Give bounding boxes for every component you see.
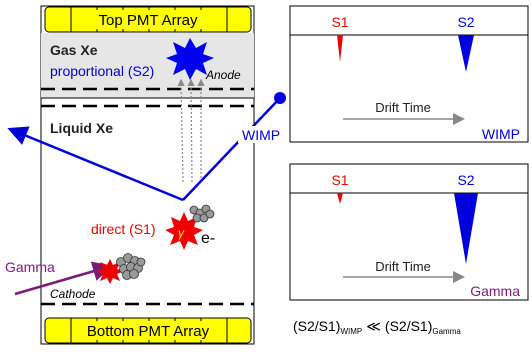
cathode-label: Cathode — [50, 287, 96, 301]
electron-cluster — [189, 204, 215, 223]
wimp-label-bg — [238, 126, 284, 143]
wimp-s1-pulse — [337, 35, 343, 62]
s1-scintillation-burst — [165, 212, 203, 250]
electron-label: e- — [201, 230, 215, 247]
gamma-incoming-label: Gamma — [5, 259, 55, 275]
wimp-incoming-track — [182, 97, 281, 201]
wimp-s2-label: S2 — [457, 14, 474, 30]
electron-drift-arrows — [177, 78, 205, 183]
liquid-xe-label: Liquid Xe — [50, 120, 113, 136]
ratio-rhs: (S2/S1) — [385, 318, 432, 334]
top-pmt-label: Top PMT Array — [99, 12, 198, 29]
gamma-electron-cluster — [116, 253, 146, 280]
wimp-label: WIMP — [242, 127, 280, 143]
gamma-drift-time-label: Drift Time — [375, 259, 431, 274]
wimp-s1-label: S1 — [331, 14, 348, 30]
gamma-s2-pulse — [454, 193, 478, 264]
direct-s1-label: direct (S1) — [91, 221, 156, 237]
ratio-expression: (S2/S1)WIMP ≪ (S2/S1)Gamma — [293, 318, 461, 336]
anode-label: Anode — [205, 68, 241, 82]
ratio-lhs: (S2/S1) — [293, 318, 340, 334]
ratio-rhs-subscript: Gamma — [432, 327, 461, 336]
wimp-event-label: WIMP — [482, 126, 520, 142]
gamma-interaction-burst — [96, 259, 124, 284]
gas-xe-region — [41, 33, 254, 98]
bottom-pmt-label: Bottom PMT Array — [87, 323, 210, 340]
wimp-waveform-panel — [289, 5, 529, 143]
s1-gamma-symbol: γ — [178, 226, 185, 240]
s2-light-burst — [166, 38, 214, 80]
gamma-track — [14, 261, 113, 296]
ratio-operator: ≪ — [366, 318, 381, 334]
ratio-lhs-subscript: WIMP — [340, 327, 362, 336]
wimp-s2-pulse — [458, 35, 474, 72]
gamma-s1-pulse — [337, 193, 343, 204]
proportional-s2-label: proportional (S2) — [50, 63, 154, 79]
gamma-waveform-panel — [289, 163, 529, 301]
gamma-s2-label: S2 — [457, 172, 474, 188]
gas-xe-label: Gas Xe — [50, 42, 98, 58]
wimp-scattered-track — [7, 126, 184, 202]
top-pmt-label-bg — [82, 10, 216, 29]
gamma-s1-label: S1 — [331, 172, 348, 188]
bottom-pmt-label-bg — [74, 321, 222, 340]
gamma-event-label: Gamma — [470, 283, 520, 299]
wimp-drift-time-label: Drift Time — [375, 100, 431, 115]
